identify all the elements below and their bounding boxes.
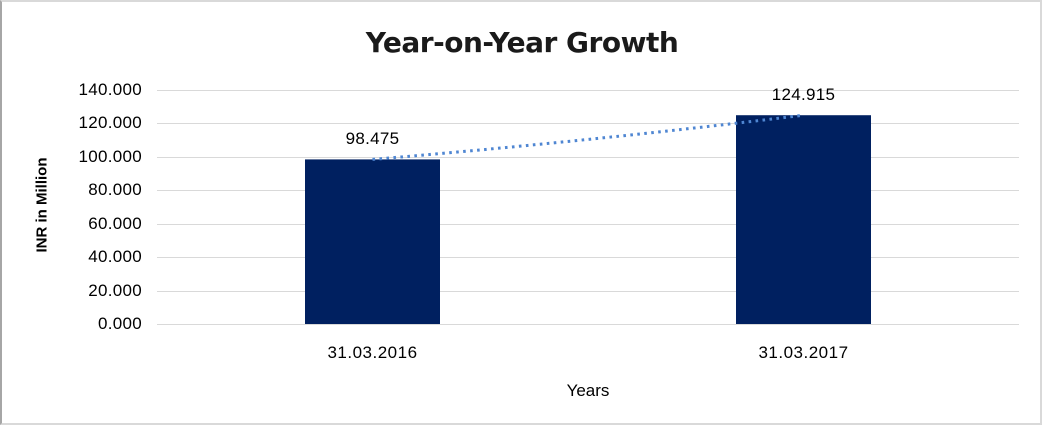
y-tick-label-100.000: 100.000 — [78, 146, 142, 166]
y-tick-label-80.000: 80.000 — [88, 180, 142, 200]
data-label-31.03.2017: 124.915 — [771, 85, 836, 105]
x-axis-title: Years — [566, 381, 610, 400]
y-tick-label-0.000: 0.000 — [97, 314, 142, 333]
y-tick-label-140.000: 140.000 — [78, 80, 142, 99]
chart-title: Year-on-Year Growth — [365, 26, 679, 59]
y-tick-label-40.000: 40.000 — [88, 247, 142, 267]
y-tick-label-60.000: 60.000 — [88, 213, 142, 233]
trendline-dotted[interactable] — [372, 113, 804, 161]
data-label-31.03.2016: 98.475 — [345, 129, 400, 149]
bar-31.03.2016[interactable] — [305, 159, 440, 324]
y-tick-label-20.000: 20.000 — [88, 280, 142, 300]
x-tick-label-31.03.2016: 31.03.2016 — [327, 343, 418, 362]
x-tick-label-31.03.2017: 31.03.2017 — [758, 343, 849, 362]
bar-31.03.2017[interactable] — [736, 115, 871, 324]
y-tick-label-120.000: 120.000 — [78, 113, 142, 133]
